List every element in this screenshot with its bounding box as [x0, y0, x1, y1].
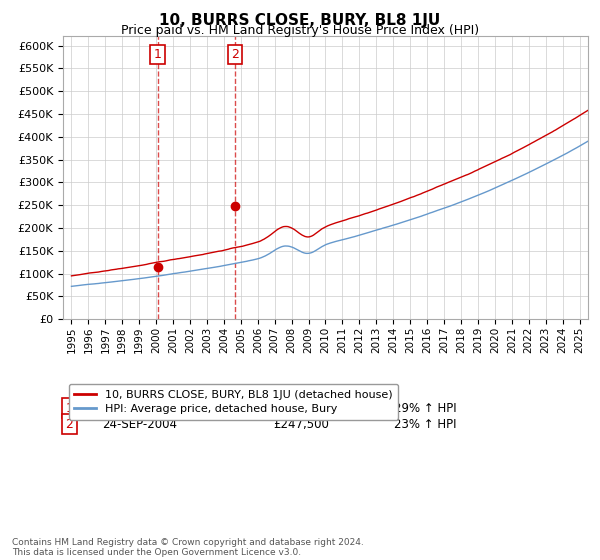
Text: 1: 1 — [65, 402, 73, 415]
Text: Price paid vs. HM Land Registry's House Price Index (HPI): Price paid vs. HM Land Registry's House … — [121, 24, 479, 37]
Text: 10, BURRS CLOSE, BURY, BL8 1JU: 10, BURRS CLOSE, BURY, BL8 1JU — [160, 13, 440, 28]
Text: £247,500: £247,500 — [273, 418, 329, 431]
Text: 23% ↑ HPI: 23% ↑ HPI — [394, 418, 456, 431]
Text: 2: 2 — [65, 418, 73, 431]
Text: 29% ↑ HPI: 29% ↑ HPI — [394, 402, 457, 415]
Text: 18-FEB-2000: 18-FEB-2000 — [103, 402, 178, 415]
Text: 2: 2 — [231, 48, 239, 61]
Text: Contains HM Land Registry data © Crown copyright and database right 2024.
This d: Contains HM Land Registry data © Crown c… — [12, 538, 364, 557]
Legend: 10, BURRS CLOSE, BURY, BL8 1JU (detached house), HPI: Average price, detached ho: 10, BURRS CLOSE, BURY, BL8 1JU (detached… — [68, 384, 398, 419]
Text: £115,000: £115,000 — [273, 402, 329, 415]
Text: 1: 1 — [154, 48, 161, 61]
Text: 24-SEP-2004: 24-SEP-2004 — [103, 418, 178, 431]
